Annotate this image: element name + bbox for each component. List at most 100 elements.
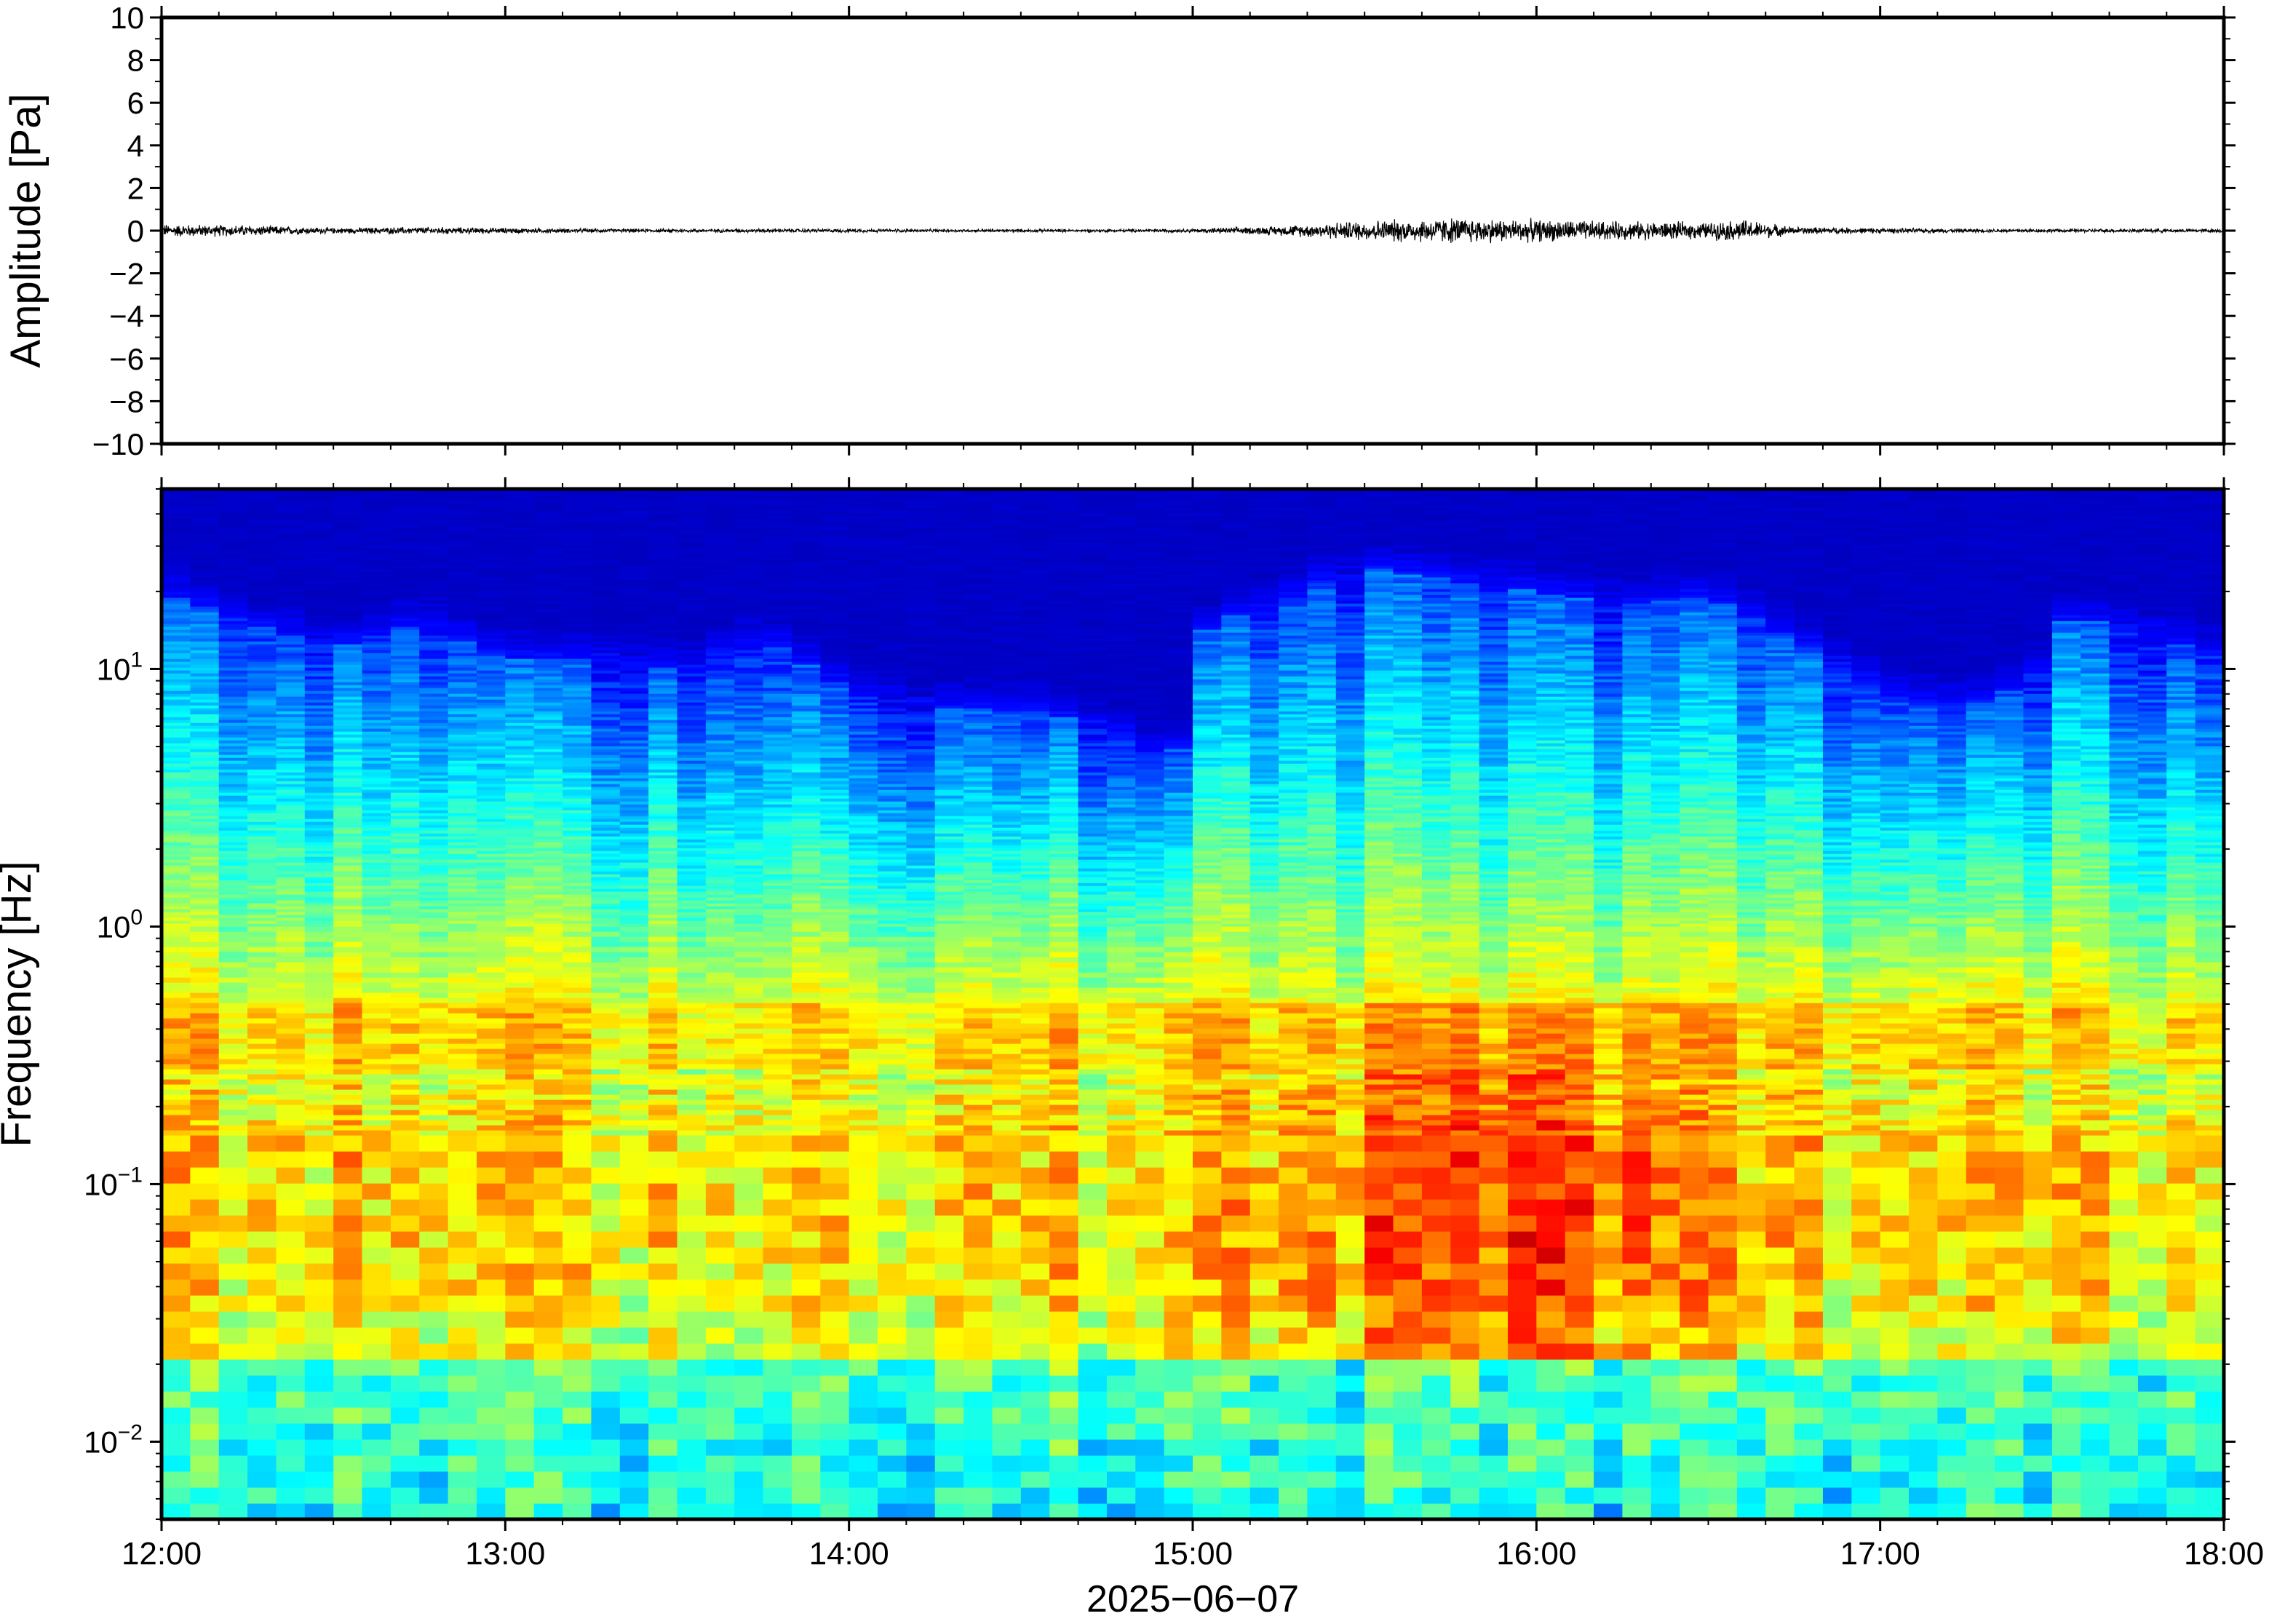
- spectrogram-cell: [705, 693, 735, 697]
- spectrogram-cell: [448, 644, 477, 648]
- spectrogram-cell: [448, 740, 477, 744]
- spectrogram-cell: [162, 859, 191, 863]
- spectrogram-cell: [619, 763, 649, 767]
- spectrogram-cell: [276, 536, 306, 540]
- spectrogram-cell: [648, 1069, 678, 1075]
- spectrogram-cell: [247, 717, 277, 720]
- spectrogram-cell: [563, 702, 592, 706]
- spectrogram-cell: [276, 594, 306, 598]
- spectrogram-cell: [705, 530, 735, 534]
- spectrogram-cell: [619, 533, 649, 537]
- spectrogram-cell: [533, 743, 563, 747]
- spectrogram-cell: [591, 525, 621, 528]
- spectrogram-cell: [476, 650, 506, 653]
- spectrogram-cell: [563, 1295, 592, 1312]
- spectrogram-cell: [533, 1074, 563, 1080]
- spectrogram-cell: [162, 548, 191, 552]
- spectrogram-cell: [648, 982, 678, 988]
- spectrogram-cell: [505, 667, 535, 671]
- spectrogram-cell: [362, 533, 392, 537]
- spectrogram-cell: [505, 1028, 535, 1034]
- spectrogram-cell: [333, 1215, 363, 1232]
- spectrogram-cell: [190, 513, 220, 517]
- spectrogram-cell: [505, 653, 535, 656]
- spectrogram-cell: [591, 644, 621, 648]
- spectrogram-cell: [448, 1407, 477, 1424]
- spectrogram-cell: [162, 862, 191, 866]
- spectrogram-cell: [619, 583, 649, 586]
- spectrogram-cell: [763, 807, 792, 811]
- waveform-y-tick-label: −8: [109, 384, 144, 418]
- spectrogram-cell: [276, 891, 306, 895]
- spectrogram-cell: [276, 942, 306, 947]
- spectrogram-cell: [705, 801, 735, 805]
- spectrogram-cell: [247, 918, 277, 921]
- spectrogram-cell: [476, 912, 506, 915]
- spectrogram-cell: [362, 897, 392, 901]
- spectrogram-cell: [763, 1183, 792, 1200]
- spectrogram-cell: [734, 690, 764, 694]
- spectrogram-cell: [476, 615, 506, 618]
- spectrogram-cell: [619, 629, 649, 633]
- spectrogram-cell: [304, 1359, 334, 1376]
- spectrogram-cell: [677, 1110, 707, 1115]
- spectrogram-cell: [304, 947, 334, 952]
- spectrogram-cell: [362, 775, 392, 779]
- spectrogram-cell: [247, 877, 277, 880]
- spectrogram-cell: [218, 795, 248, 799]
- spectrogram-cell: [476, 752, 506, 755]
- spectrogram-cell: [162, 609, 191, 613]
- spectrogram-cell: [162, 731, 191, 735]
- spectrogram-cell: [476, 626, 506, 630]
- spectrogram-cell: [476, 1311, 506, 1328]
- spectrogram-cell: [162, 897, 191, 901]
- spectrogram-cell: [419, 574, 449, 578]
- spectrogram-cell: [362, 565, 392, 569]
- spectrogram-cell: [218, 942, 248, 947]
- spectrogram-cell: [333, 912, 363, 915]
- spectrogram-cell: [648, 1028, 678, 1034]
- spectrogram-cell: [648, 781, 678, 784]
- spectrogram-cell: [448, 562, 477, 566]
- spectrogram-cell: [162, 530, 191, 534]
- spectrogram-cell: [505, 1343, 535, 1360]
- spectrogram-cell: [333, 594, 363, 598]
- spectrogram-cell: [448, 498, 477, 502]
- spectrogram-cell: [448, 626, 477, 630]
- spectrogram-cell: [648, 621, 678, 624]
- spectrogram-cell: [419, 597, 449, 601]
- spectrogram-cell: [677, 920, 707, 924]
- spectrogram-cell: [362, 1231, 392, 1248]
- spectrogram-cell: [763, 792, 792, 796]
- spectrogram-cell: [533, 1028, 563, 1034]
- spectrogram-cell: [333, 1183, 363, 1200]
- spectrogram-cell: [276, 542, 306, 546]
- spectrogram-cell: [390, 533, 420, 537]
- spectrogram-cell: [563, 1231, 592, 1248]
- spectrogram-cell: [304, 1104, 334, 1110]
- spectrogram-cell: [677, 504, 707, 508]
- spectrogram-cell: [476, 530, 506, 534]
- spectrogram-cell: [419, 1038, 449, 1044]
- spectrogram-cell: [362, 743, 392, 747]
- spectrogram-cell: [448, 650, 477, 653]
- spectrogram-cell: [247, 606, 277, 610]
- spectrogram-cell: [791, 1359, 821, 1376]
- spectrogram-cell: [218, 1295, 248, 1312]
- spectrogram-cell: [448, 804, 477, 808]
- spectrogram-cell: [333, 827, 363, 831]
- spectrogram-cell: [648, 1471, 678, 1488]
- spectrogram-cell: [533, 789, 563, 793]
- spectrogram-cell: [362, 688, 392, 691]
- spectrogram-cell: [390, 670, 420, 674]
- spectrogram-cell: [648, 819, 678, 822]
- spectrogram-cell: [276, 717, 306, 720]
- spectrogram-cell: [619, 766, 649, 770]
- spectrogram-cell: [763, 1279, 792, 1296]
- spectrogram-cell: [734, 723, 764, 726]
- spectrogram-cell: [505, 731, 535, 735]
- spectrogram-cell: [448, 542, 477, 546]
- spectrogram-cell: [362, 632, 392, 636]
- spectrogram-cell: [333, 516, 363, 520]
- spectrogram-cell: [619, 891, 649, 895]
